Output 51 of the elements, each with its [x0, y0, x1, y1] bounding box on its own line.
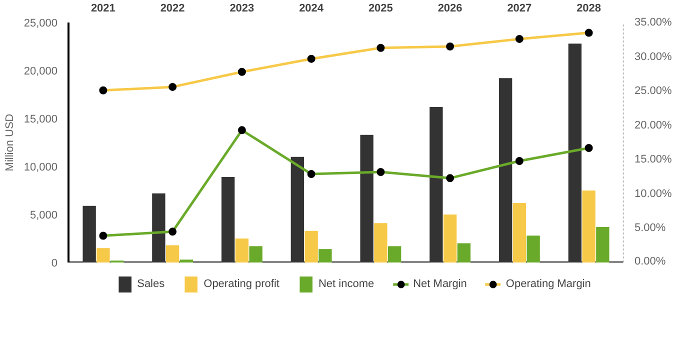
x-tick-label: 2022: [160, 2, 185, 14]
x-tick-label: 2028: [576, 2, 602, 14]
bar: [388, 246, 402, 262]
bar: [512, 202, 526, 262]
legend-label: Sales: [137, 278, 165, 290]
x-tick-label: 2027: [507, 2, 532, 14]
x-tick-label: 2021: [90, 2, 116, 14]
y-tick-label: 15,000: [24, 114, 58, 126]
y2-tick-label: 20.00%: [634, 119, 672, 132]
bar: [582, 190, 596, 262]
bar: [498, 78, 512, 262]
bar: [180, 260, 194, 262]
y-axis-title: Million USD: [4, 114, 16, 172]
y-tick-label: 25,000: [24, 18, 58, 30]
bar: [304, 230, 318, 262]
bar: [568, 44, 582, 262]
y2-tick-label: 0.00%: [634, 256, 666, 268]
x-tick-label: 2024: [299, 2, 324, 14]
bar: [82, 206, 96, 262]
bar: [318, 249, 332, 262]
y2-tick-label: 15.00%: [634, 154, 672, 166]
x-tick-label: 2026: [438, 2, 462, 14]
bar: [152, 193, 166, 262]
y2-tick-label: 30.00%: [634, 50, 672, 63]
bar: [457, 243, 471, 262]
y-tick-label: 5,000: [30, 210, 58, 222]
bar: [443, 214, 457, 262]
y-tick-label: 20,000: [24, 66, 58, 78]
legend-label: Net income: [318, 278, 374, 290]
bar: [360, 134, 374, 262]
bar: [290, 156, 304, 262]
y-tick-label: 0: [51, 258, 58, 270]
bar: [430, 106, 443, 262]
x-tick-label: 2025: [368, 2, 393, 14]
legend-label: Operating profit: [204, 278, 280, 290]
y2-tick-label: 5.00%: [634, 222, 666, 234]
y-tick-label: 10,000: [24, 162, 58, 174]
legend-label: Operating Margin: [506, 278, 591, 290]
bar: [221, 177, 235, 262]
legend-label: Net Margin: [413, 278, 467, 290]
bar: [249, 246, 262, 262]
y2-tick-label: 25.00%: [634, 85, 672, 98]
bar: [96, 248, 110, 262]
x-tick-label: 2023: [230, 2, 254, 14]
bar: [235, 238, 249, 262]
bar: [374, 223, 388, 262]
bar: [166, 245, 180, 262]
y2-tick-label: 10.00%: [634, 188, 672, 200]
y2-tick-label: 35.00%: [634, 16, 672, 28]
bar: [526, 236, 540, 262]
bar: [596, 226, 610, 262]
